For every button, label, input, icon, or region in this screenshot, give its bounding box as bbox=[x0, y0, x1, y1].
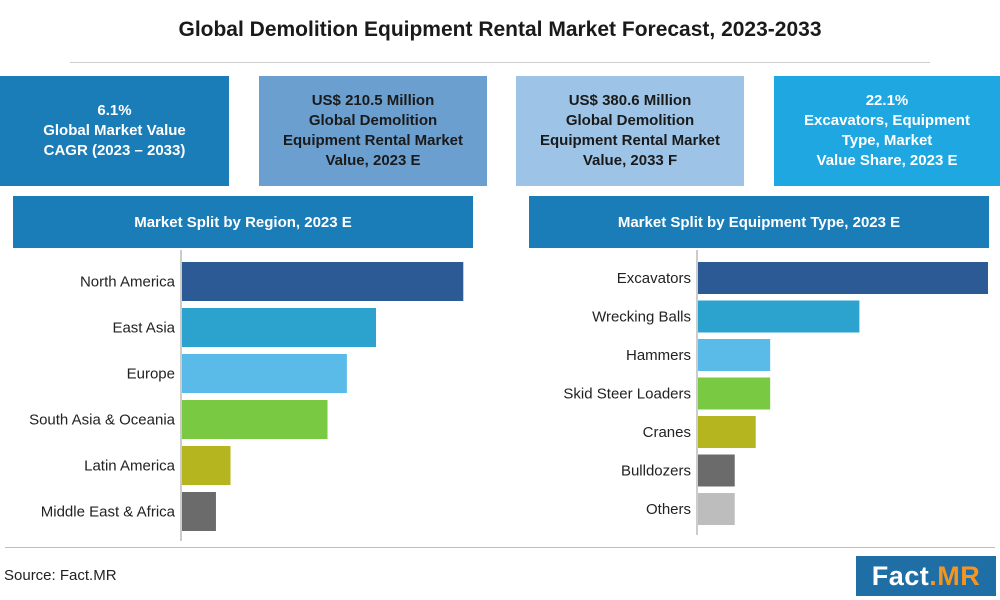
region-label-1: East Asia bbox=[112, 320, 175, 337]
region-bar-5 bbox=[182, 492, 216, 531]
title-divider bbox=[70, 62, 930, 63]
stat-cagr-line-3: CAGR (2023 – 2033) bbox=[43, 142, 186, 160]
region-label-0: North America bbox=[80, 274, 176, 291]
stat-2033-line-4: Value, 2033 F bbox=[582, 152, 678, 170]
region-label-4: Latin America bbox=[84, 458, 176, 475]
region-split-header: Market Split by Region, 2023 E bbox=[13, 196, 473, 248]
equipment-bar-3 bbox=[698, 377, 771, 410]
stat-box-value-2023: US$ 210.5 Million Global Demolition Equi… bbox=[259, 76, 487, 186]
logo-text-fact: Fact bbox=[871, 560, 930, 591]
region-bar-4 bbox=[182, 446, 231, 485]
stat-2033-line-2: Global Demolition bbox=[565, 111, 695, 129]
stat-2023-line-2: Global Demolition bbox=[308, 111, 438, 129]
region-bar-0 bbox=[182, 262, 464, 301]
footer-divider bbox=[5, 547, 995, 548]
equipment-label-2: Hammers bbox=[626, 347, 691, 364]
region-label-2: Europe bbox=[127, 366, 175, 383]
stat-2023-line-3: Equipment Rental Market bbox=[282, 132, 464, 149]
equipment-bar-0 bbox=[698, 262, 988, 294]
region-bar-3 bbox=[182, 400, 328, 439]
region-bar-chart: North America East Asia Europe South Asia &… bbox=[29, 250, 464, 541]
equipment-label-3: Skid Steer Loaders bbox=[563, 386, 691, 403]
stat-share-line-2: Excavators, Equipment bbox=[804, 111, 970, 129]
region-label-5: Middle East & Africa bbox=[41, 504, 176, 521]
equipment-label-0: Excavators bbox=[617, 270, 691, 287]
region-bar-2 bbox=[182, 354, 347, 393]
equipment-bar-1 bbox=[698, 300, 860, 333]
stat-2033-line-1: US$ 380.6 Million bbox=[568, 91, 692, 109]
equipment-split-header: Market Split by Equipment Type, 2023 E bbox=[529, 196, 989, 248]
equipment-bar-6 bbox=[698, 493, 735, 525]
stat-box-excavator-share: 22.1% Excavators, Equipment Type, Market… bbox=[774, 76, 1000, 186]
stat-2023-line-4: Value, 2023 E bbox=[325, 152, 421, 170]
equipment-label-4: Cranes bbox=[643, 424, 691, 441]
stat-2033-line-3: Equipment Rental Market bbox=[539, 132, 721, 149]
region-label-3: South Asia & Oceania bbox=[29, 412, 176, 429]
source-note: Source: Fact.MR bbox=[4, 567, 117, 584]
stat-share-line-4: Value Share, 2023 E bbox=[816, 152, 958, 170]
stat-cagr-line-1: 6.1% bbox=[97, 101, 132, 119]
stat-box-cagr: 6.1% Global Market Value CAGR (2023 – 20… bbox=[0, 76, 229, 186]
stat-share-line-3: Type, Market bbox=[841, 132, 933, 149]
equipment-bar-chart: Excavators Wrecking Balls Hammers Skid Stee… bbox=[563, 250, 988, 535]
stat-cagr-line-2: Global Market Value bbox=[43, 121, 186, 139]
equipment-bar-2 bbox=[698, 339, 771, 371]
stat-2023-line-1: US$ 210.5 Million bbox=[311, 91, 435, 109]
region-bar-1 bbox=[182, 308, 376, 347]
page-title: Global Demolition Equipment Rental Marke… bbox=[178, 18, 822, 41]
stat-box-value-2033: US$ 380.6 Million Global Demolition Equi… bbox=[516, 76, 744, 186]
equipment-bar-4 bbox=[698, 416, 756, 448]
equipment-label-5: Bulldozers bbox=[621, 463, 691, 480]
equipment-bar-5 bbox=[698, 454, 735, 487]
stat-share-line-1: 22.1% bbox=[865, 91, 909, 109]
equipment-label-6: Others bbox=[646, 501, 691, 518]
equipment-label-1: Wrecking Balls bbox=[592, 309, 691, 326]
factmr-logo: Fact .MR bbox=[856, 556, 996, 596]
logo-text-mr: .MR bbox=[929, 560, 981, 591]
